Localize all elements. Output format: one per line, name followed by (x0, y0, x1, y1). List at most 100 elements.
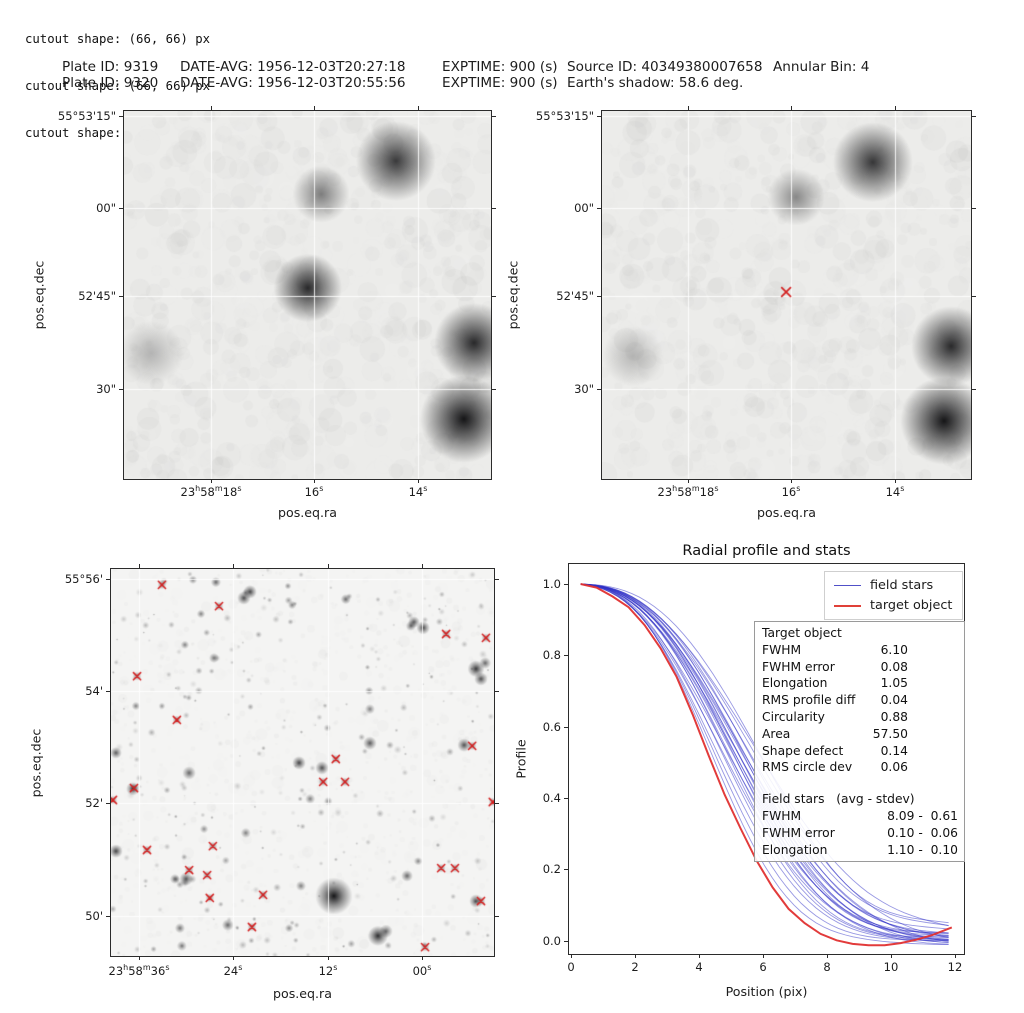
x-axis-label: pos.eq.ra (273, 986, 332, 1001)
stats-row: Area 57.50 (762, 726, 958, 743)
stats-value: 8.09 - 0.61 (887, 808, 958, 823)
legend-line-sample (834, 604, 861, 607)
x-tick-label: 14s (408, 484, 428, 499)
y-tick-label: 0.8 (542, 648, 561, 662)
x-tick-label: 23h58m18s (180, 484, 242, 499)
profile-curve (580, 583, 949, 945)
y-tick-label: 52'45" (78, 289, 116, 303)
legend-entry: field stars (834, 578, 952, 593)
wide-field-image (111, 569, 494, 956)
y-tick-mark (119, 116, 123, 117)
y-tick-label: 54' (85, 684, 103, 698)
y-tick-mark (119, 389, 123, 390)
y-tick-mark (119, 208, 123, 209)
y-tick-mark (564, 584, 568, 585)
y-tick-label: 50' (85, 909, 103, 923)
x-tick-mark (699, 954, 700, 958)
stats-row: Shape defect 0.14 (762, 743, 958, 760)
stats-value: 0.08 (880, 659, 908, 674)
y-tick-mark (564, 869, 568, 870)
y-tick-label: 55°53'15" (57, 109, 116, 123)
radial-profile-plot: Radial profile and stats field stars targ… (514, 542, 965, 999)
y-tick-label: 0.6 (542, 720, 561, 734)
y-tick-mark (972, 116, 976, 117)
y-tick-label: 00" (574, 201, 594, 215)
profile-curve (580, 583, 953, 947)
stats-row: FWHM 8.09 - 0.61 (762, 808, 958, 825)
y-axis-label: Profile (513, 739, 529, 779)
x-tick-mark (791, 106, 792, 110)
stats-row: Elongation 1.10 - 0.10 (762, 842, 958, 859)
x-tick-mark (418, 106, 419, 110)
x-tick-mark (422, 956, 423, 960)
legend-label: field stars (870, 578, 934, 593)
y-tick-mark (492, 296, 496, 297)
y-tick-label: 0.0 (542, 934, 561, 948)
stats-row: RMS circle dev 0.06 (762, 759, 958, 776)
y-tick-mark (106, 579, 110, 580)
y-tick-mark (495, 691, 499, 692)
header-field: Source ID: 40349380007658 (567, 59, 763, 75)
console-line: cutout shape: (66, 66) px (25, 78, 211, 93)
y-tick-mark (972, 208, 976, 209)
cutout-plate-9319-image (124, 111, 491, 479)
x-tick-mark (418, 479, 419, 483)
x-tick-label: 00s (412, 963, 432, 978)
x-tick-mark (895, 106, 896, 110)
stats-row: Field stars (avg - stdev) (762, 791, 958, 808)
wide-field-plot: pos.eq.dec pos.eq.ra 23h58m36s 24s 12s 00s 5… (29, 564, 499, 1001)
x-tick-label: 12 (947, 960, 963, 974)
y-tick-mark (495, 579, 499, 580)
x-tick-mark (827, 954, 828, 958)
x-tick-mark (763, 954, 764, 958)
y-tick-mark (597, 389, 601, 390)
y-tick-mark (972, 296, 976, 297)
y-tick-label: 0.2 (542, 862, 561, 876)
x-tick-mark (635, 954, 636, 958)
y-tick-mark (564, 798, 568, 799)
x-tick-mark (314, 106, 315, 110)
header-field: Plate ID: 9319 (62, 59, 159, 75)
y-tick-label: 55°53'15" (535, 109, 594, 123)
x-tick-mark (688, 479, 689, 483)
x-tick-label: 16s (304, 484, 324, 499)
stats-label: FWHM error (762, 825, 835, 840)
x-axis-label: pos.eq.ra (757, 505, 816, 520)
y-tick-label: 55°56' (64, 572, 103, 586)
stats-label: RMS circle dev (762, 760, 853, 775)
stats-label: FWHM (762, 642, 802, 657)
cutout-plate-9319-plot: pos.eq.dec pos.eq.ra 23h58m18s 16s 14s 55°5… (32, 106, 496, 520)
stats-value: 57.50 (872, 726, 908, 741)
stats-row: Circularity 0.88 (762, 709, 958, 726)
stats-label: Elongation (762, 676, 828, 691)
x-tick-mark (328, 956, 329, 960)
y-axis-label: pos.eq.dec (31, 260, 47, 330)
y-tick-mark (106, 803, 110, 804)
stats-value: 6.10 (880, 642, 908, 657)
y-tick-mark (972, 389, 976, 390)
x-tick-mark (891, 954, 892, 958)
x-tick-label: 6 (759, 960, 767, 974)
y-tick-mark (564, 655, 568, 656)
header-field: EXPTIME: 900 (s) (442, 59, 558, 75)
cutout-plate-9320-plot: pos.eq.dec pos.eq.ra 23h58m18s 16s 14s 55°5… (506, 106, 976, 520)
header-field: DATE-AVG: 1956-12-03T20:27:18 (180, 59, 406, 75)
stats-value: 0.10 - 0.06 (887, 825, 958, 840)
stats-value: 1.10 - 0.10 (887, 842, 958, 857)
plot-title: Radial profile and stats (682, 542, 851, 559)
console-line: cutout shape: (66, 66) px (25, 32, 211, 47)
stats-label: Field stars (avg - stdev) (762, 792, 915, 807)
y-tick-label: 0.4 (542, 791, 561, 805)
x-tick-label: 10 (883, 960, 899, 974)
stats-value (908, 625, 958, 642)
y-tick-mark (492, 208, 496, 209)
plate-info-line-1: Plate ID: 9319 DATE-AVG: 1956-12-03T20:27… (0, 59, 1024, 75)
header-field: EXPTIME: 900 (s) (442, 75, 558, 91)
y-tick-label: 30" (96, 382, 116, 396)
x-tick-label: 0 (567, 960, 575, 974)
x-tick-mark (422, 564, 423, 568)
x-tick-mark (139, 564, 140, 568)
x-tick-mark (328, 564, 329, 568)
stats-value: 0.88 (880, 709, 908, 724)
x-tick-mark (211, 479, 212, 483)
